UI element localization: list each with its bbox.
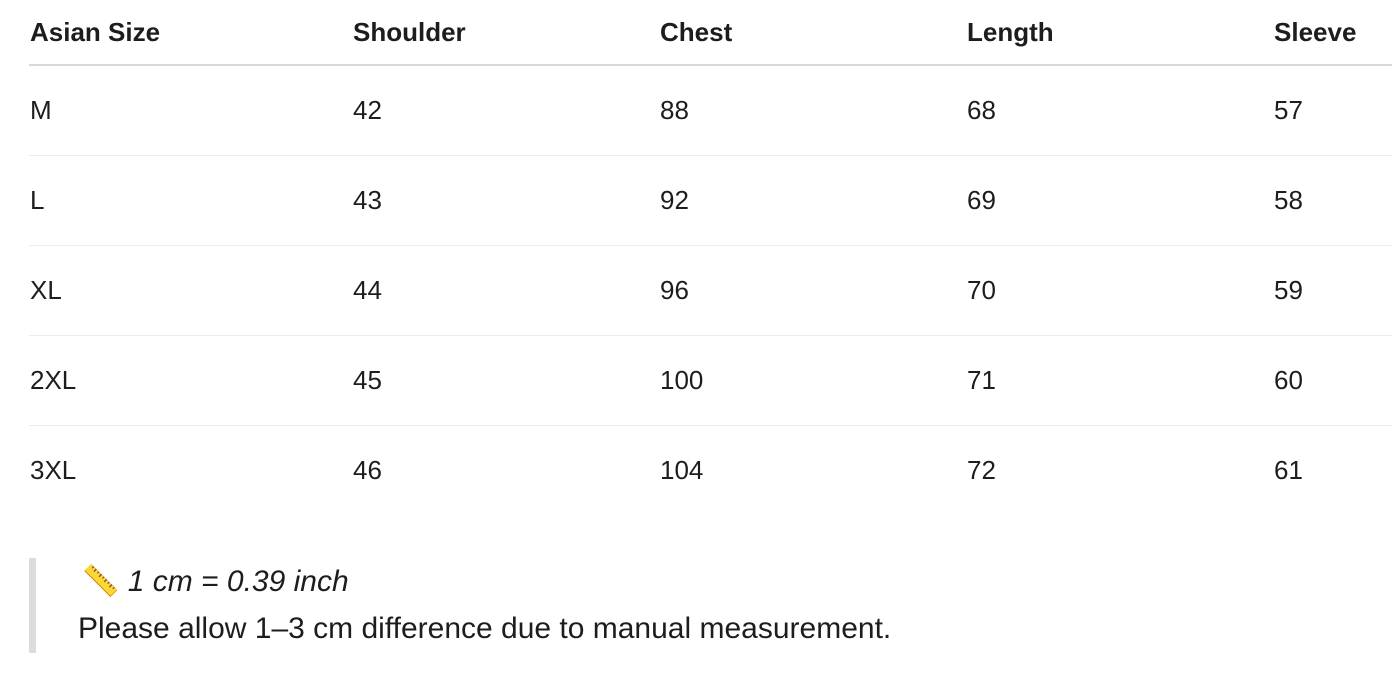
table-cell: 60	[1273, 335, 1392, 426]
table-body: M 42 88 68 57 L 43 92 69 58 XL 44 96 70 59 2XL 45 100 71 60…	[29, 65, 1392, 515]
table-cell: 58	[1273, 155, 1392, 246]
table-cell: 3XL	[30, 455, 77, 485]
table-cell: 68	[966, 65, 1273, 156]
table-row: XL 44 96 70 59	[29, 245, 1392, 336]
table-cell: 69	[966, 155, 1273, 246]
header-cell: Sleeve	[1273, 0, 1392, 66]
header-cell: Length	[966, 0, 1273, 66]
table-cell: 57	[1273, 65, 1392, 156]
table-cell: 59	[1273, 245, 1392, 336]
header-cell: Asian Size	[29, 0, 352, 66]
header-cell: Shoulder	[352, 0, 659, 66]
table-cell: 104	[660, 455, 704, 485]
header-cell: Chest	[659, 0, 966, 66]
table-cell: 71	[966, 335, 1273, 426]
table-cell: 61	[1274, 455, 1303, 485]
table-cell: 45	[352, 335, 659, 426]
table-row: M 42 88 68 57	[29, 65, 1392, 156]
table-cell: XL	[29, 245, 352, 336]
table-cell: M	[29, 65, 352, 156]
table-cell: 44	[352, 245, 659, 336]
note-conversion: 1 cm = 0.39 inch	[127, 565, 349, 598]
table-cell: 70	[966, 245, 1273, 336]
table-cell: 46	[353, 455, 382, 485]
table-cell: 72	[967, 455, 996, 485]
size-table: Asian Size Shoulder Chest Length Sleeve M 42 8…	[29, 0, 1392, 515]
table-cell: 43	[352, 155, 659, 246]
table-cell: 2XL	[29, 335, 352, 426]
table-cell: 92	[659, 155, 966, 246]
header-row: Asian Size Shoulder Chest Length Sleeve	[29, 0, 1392, 66]
table-cell: 88	[659, 65, 966, 156]
note-block: 📏 1 cm = 0.39 inch Please allow 1–3 cm d…	[29, 558, 1029, 653]
table-cell: 42	[352, 65, 659, 156]
table-header: Asian Size Shoulder Chest Length Sleeve	[29, 0, 1392, 66]
table-row: L 43 92 69 58	[29, 155, 1392, 246]
table-cell: 100	[659, 335, 966, 426]
note-icon: 📏	[82, 565, 120, 598]
table-cell: 96	[659, 245, 966, 336]
note-text: Please allow 1–3 cm difference due to ma…	[78, 612, 892, 645]
table-row: 2XL 45 100 71 60	[29, 335, 1392, 426]
note-line: 📏 1 cm = 0.39 inch	[82, 564, 349, 599]
table-cell: L	[29, 155, 352, 246]
table-row: 3XL 46 104 72 61	[29, 426, 1392, 516]
